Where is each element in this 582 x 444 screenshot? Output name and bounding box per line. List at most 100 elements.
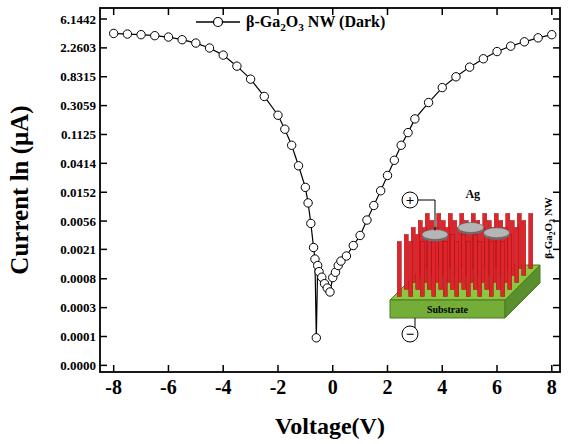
x-tick-top xyxy=(387,8,389,15)
nanowire xyxy=(478,242,482,297)
y-tick-label: 2.2603 xyxy=(60,40,96,55)
data-point xyxy=(123,30,131,38)
y-tick-label: 0.0152 xyxy=(60,185,96,200)
data-point xyxy=(301,183,309,191)
nanowire xyxy=(427,235,431,290)
y-tick-label: 0.0008 xyxy=(60,271,96,286)
x-tick-label: 8 xyxy=(547,376,557,398)
data-point xyxy=(507,42,515,50)
y-tick-right xyxy=(553,47,560,49)
y-tick-right xyxy=(553,105,560,107)
data-point xyxy=(274,111,282,119)
x-axis-title: Voltage(V) xyxy=(275,413,385,439)
y-tick-right xyxy=(553,163,560,165)
nanowire xyxy=(489,242,493,297)
y-tick xyxy=(100,307,107,309)
y-tick xyxy=(100,47,107,49)
nanowire xyxy=(508,235,512,290)
data-point xyxy=(304,199,312,207)
data-point xyxy=(164,33,172,41)
x-tick xyxy=(442,365,444,372)
nanowire xyxy=(473,235,477,290)
y-tick-label: 0.1125 xyxy=(61,127,97,142)
ag-contact xyxy=(422,230,448,240)
minus-terminal xyxy=(402,326,418,342)
x-tick-label: 6 xyxy=(492,376,502,398)
substrate-front xyxy=(390,300,505,318)
chart: -8-6-4-2024686.14422.26030.83150.30590.1… xyxy=(0,0,582,444)
nanowire xyxy=(432,242,436,297)
x-tick xyxy=(387,365,389,372)
x-tick-label: -4 xyxy=(215,376,232,398)
data-point xyxy=(424,98,432,106)
nanowire xyxy=(466,242,470,297)
x-tick-label: -8 xyxy=(105,376,122,398)
data-point xyxy=(205,44,213,52)
y-tick-right xyxy=(553,307,560,309)
data-point xyxy=(548,30,556,38)
y-tick xyxy=(100,336,107,338)
data-point xyxy=(349,241,357,249)
y-tick xyxy=(100,76,107,78)
x-tick-top xyxy=(222,8,224,15)
y-tick-label: 0.0001 xyxy=(60,329,96,344)
y-tick-right xyxy=(553,191,560,193)
data-point xyxy=(534,34,542,42)
y-tick xyxy=(100,134,107,136)
y-tick-right xyxy=(553,249,560,251)
x-tick xyxy=(113,365,115,372)
nanowire xyxy=(439,235,443,290)
legend-marker xyxy=(214,18,223,27)
y-tick-label: 0.0021 xyxy=(60,242,96,257)
data-point xyxy=(493,47,501,55)
data-point xyxy=(452,73,460,81)
data-point xyxy=(383,171,391,179)
data-point xyxy=(376,187,384,195)
data-point xyxy=(390,156,398,164)
x-tick-label: 0 xyxy=(328,376,338,398)
nanowire xyxy=(420,242,424,297)
y-tick-label: 0.0000 xyxy=(60,358,96,373)
x-tick-top xyxy=(551,8,553,15)
y-tick xyxy=(100,105,107,107)
y-tick xyxy=(100,18,107,20)
x-tick xyxy=(332,365,334,372)
data-point xyxy=(370,201,378,209)
y-tick xyxy=(100,191,107,193)
y-tick-right xyxy=(553,18,560,20)
nanowire xyxy=(522,221,526,276)
minus-label: − xyxy=(406,326,415,342)
data-point xyxy=(438,83,446,91)
y-tick-right xyxy=(553,278,560,280)
data-point xyxy=(287,141,295,149)
y-tick xyxy=(100,220,107,222)
nanowire xyxy=(397,242,401,297)
data-point xyxy=(260,92,268,100)
data-point xyxy=(520,38,528,46)
data-point xyxy=(137,30,145,38)
data-point xyxy=(411,115,419,123)
substrate-label: Substrate xyxy=(427,304,469,315)
legend-text: β-Ga2O3 NW (Dark) xyxy=(246,13,385,33)
x-tick-top xyxy=(496,8,498,15)
x-tick-top xyxy=(168,8,170,15)
data-point xyxy=(233,62,241,70)
y-tick-right xyxy=(553,365,560,367)
nanowire xyxy=(443,242,447,297)
data-point xyxy=(356,231,364,239)
y-tick xyxy=(100,163,107,165)
y-tick-right xyxy=(553,134,560,136)
background xyxy=(0,0,582,444)
data-point xyxy=(404,128,412,136)
nanowire xyxy=(462,235,466,290)
nanowire xyxy=(455,242,459,297)
y-tick-label: 6.1442 xyxy=(60,12,96,27)
x-tick-label: -6 xyxy=(160,376,177,398)
data-point xyxy=(307,219,315,227)
nanowire xyxy=(501,242,505,297)
x-tick-label: 2 xyxy=(383,376,393,398)
nanowire xyxy=(515,228,519,283)
y-tick-label: 0.0414 xyxy=(60,156,96,171)
y-tick-label: 0.8315 xyxy=(60,69,96,84)
data-point xyxy=(465,63,473,71)
